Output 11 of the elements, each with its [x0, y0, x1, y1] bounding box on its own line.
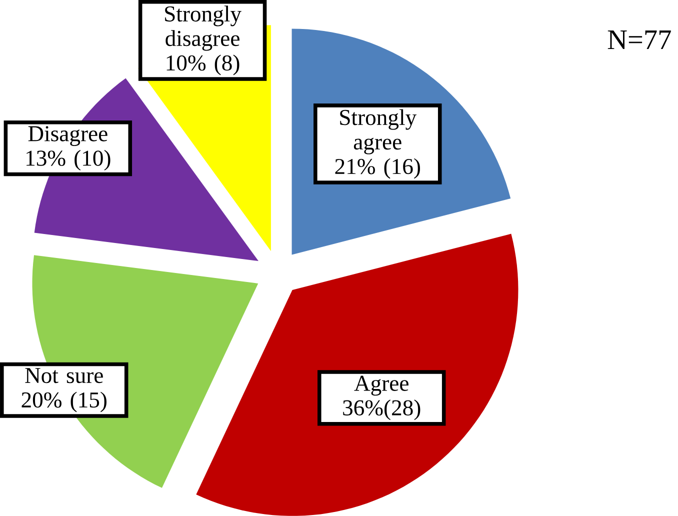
slice-label: Disagree [28, 126, 108, 146]
data-label: 36%(28) [343, 400, 420, 420]
slice-label: Agree [354, 376, 408, 396]
slice-label: Strongly agree [340, 109, 417, 154]
data-label: 13% (10) [26, 150, 110, 170]
slice-label: Not sure [25, 368, 103, 384]
slice-label: Strongly disagree [165, 6, 242, 51]
data-label: 20% (15) [22, 392, 106, 412]
data-label: 21% (16) [335, 158, 420, 179]
text: N=77 [608, 30, 671, 50]
data-label: 10% (8) [166, 54, 240, 76]
